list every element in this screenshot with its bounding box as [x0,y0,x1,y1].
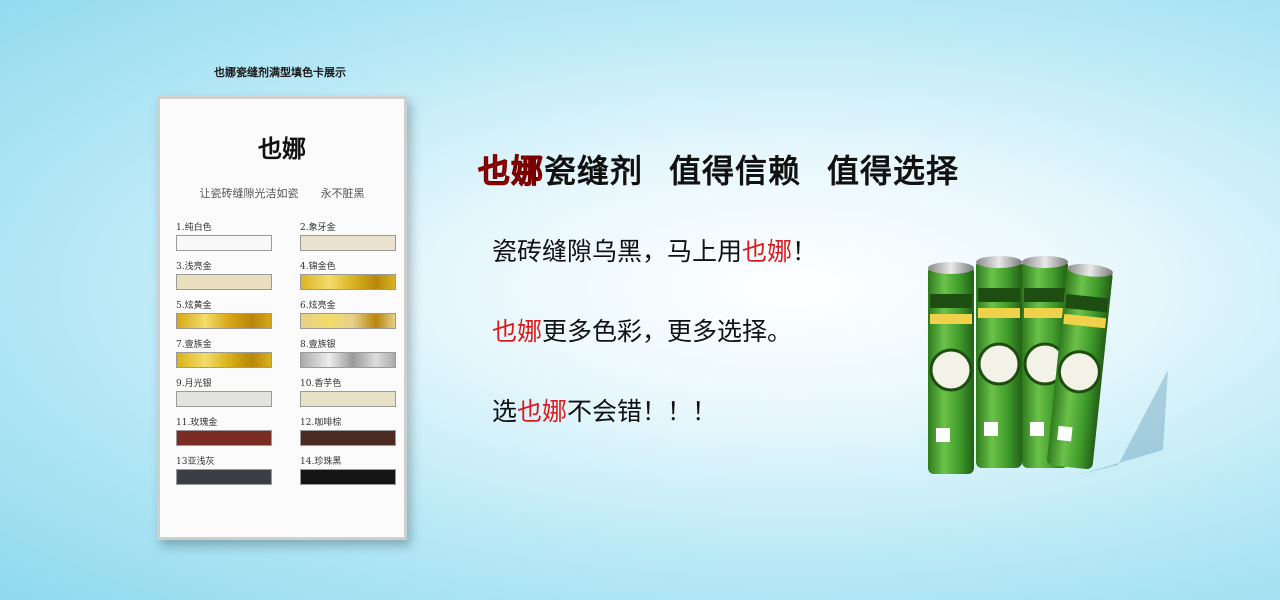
swatch-item: 4.锦金色 [300,260,396,290]
swatch-item: 3.浅亮金 [176,260,272,290]
swatch-label: 7.壹族金 [176,338,272,352]
color-card-brand: 也娜 [160,129,404,164]
swatch-label: 6.炫亮金 [300,299,396,313]
swatch-label: 11.玫瑰金 [176,416,272,430]
swatch-item: 5.炫黄金 [176,299,272,329]
swatch-color [300,235,396,251]
swatch-color [176,430,272,446]
slogan-line-2-brand: 也娜 [492,317,542,346]
swatch-item: 10.香芋色 [300,377,396,407]
slogan-line-1-text: 瓷砖缝隙乌黑，马上用 [492,237,742,266]
slogan-line-2-text: 更多色彩，更多选择。 [542,317,792,346]
swatch-color [300,352,396,368]
swatch-item: 1.纯白色 [176,221,272,251]
slogan-line-3-text: 不会错！！！ [567,397,717,426]
swatch-color [300,274,396,290]
color-card-title: 也娜瓷缝剂满型填色卡展示 [160,64,400,80]
swatch-label: 9.月光银 [176,377,272,391]
swatch-item: 13亚浅灰 [176,455,272,485]
swatch-color [176,274,272,290]
swatch-label: 1.纯白色 [176,221,272,235]
slogan-line-3-start: 选 [492,397,517,426]
color-card: 也娜 让瓷砖缝隙光洁如瓷 永不脏黑 1.纯白色 2.象牙金 3.浅亮金 4.锦金色 5.… [157,96,407,540]
headline-brand: 也娜 [478,152,544,190]
swatch-color [300,469,396,485]
swatch-color [300,430,396,446]
swatch-color [176,469,272,485]
slogan-line-1: 瓷砖缝隙乌黑，马上用也娜！ [492,232,817,268]
swatch-color [176,391,272,407]
headline-part1: 瓷缝剂 [544,152,643,190]
slogan-line-1-end: ！ [792,237,817,266]
swatch-label: 10.香芋色 [300,377,396,391]
product-tubes-image [918,250,1168,480]
tube-2 [976,256,1022,468]
slogan-line-2: 也娜更多色彩，更多选择。 [492,312,792,348]
swatch-item: 6.炫亮金 [300,299,396,329]
swatch-item: 14.珍珠黑 [300,455,396,485]
slogan-line-3-brand: 也娜 [517,397,567,426]
swatch-label: 14.珍珠黑 [300,455,396,469]
swatch-label: 13亚浅灰 [176,455,272,469]
swatch-item: 9.月光银 [176,377,272,407]
slogan-line-1-brand: 也娜 [742,237,792,266]
swatch-label: 5.炫黄金 [176,299,272,313]
slogan-line-3: 选也娜不会错！！！ [492,392,717,428]
swatch-item: 8.壹族银 [300,338,396,368]
headline-part2: 值得信赖 [669,152,801,190]
swatch-color [176,352,272,368]
swatch-item: 7.壹族金 [176,338,272,368]
color-card-slogan: 让瓷砖缝隙光洁如瓷 永不脏黑 [160,185,404,201]
swatch-label: 4.锦金色 [300,260,396,274]
headline-part3: 值得选择 [827,152,959,190]
swatch-item: 12.咖啡棕 [300,416,396,446]
swatch-label: 12.咖啡棕 [300,416,396,430]
swatch-color [176,235,272,251]
headline: 也娜瓷缝剂 值得信赖 值得选择 [478,146,959,196]
swatch-label: 8.壹族银 [300,338,396,352]
swatch-item: 11.玫瑰金 [176,416,272,446]
swatch-color [300,391,396,407]
swatch-color [300,313,396,329]
tube-1 [928,262,974,474]
swatch-color [176,313,272,329]
swatch-label: 3.浅亮金 [176,260,272,274]
swatch-label: 2.象牙金 [300,221,396,235]
swatch-item: 2.象牙金 [300,221,396,251]
